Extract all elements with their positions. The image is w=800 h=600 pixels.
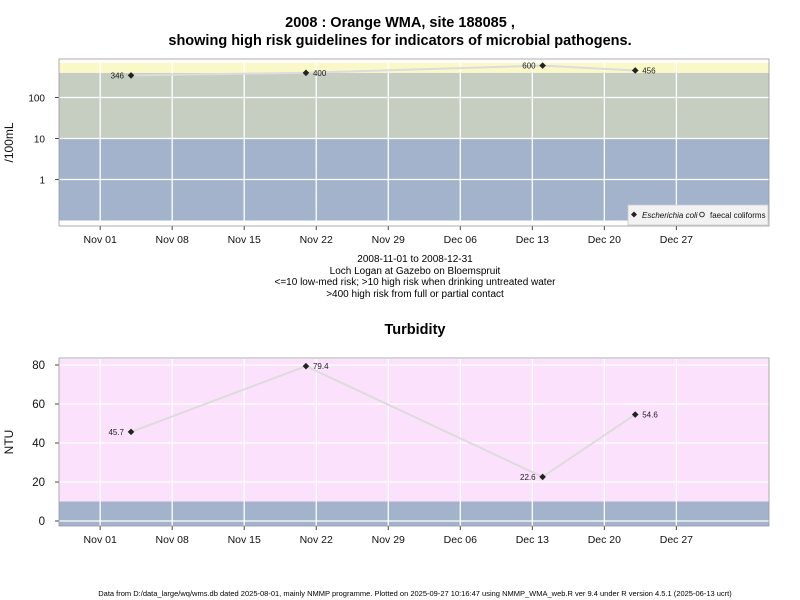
ecoli-data-point bbox=[127, 72, 135, 79]
chart-title-line-2: showing high risk guidelines for indicat… bbox=[168, 33, 632, 49]
turbidity-band-0 bbox=[59, 501, 769, 526]
date-range-label: 2008-11-01 to 2008-12-31 bbox=[357, 254, 473, 265]
drinking-guideline-note: <=10 low-med risk; >10 high risk when dr… bbox=[274, 277, 556, 288]
turbidity-x-tick-label: Dec 20 bbox=[588, 534, 621, 546]
chart-title-line-1: 2008 : Orange WMA, site 188085 , bbox=[285, 15, 515, 31]
turbidity-x-tick-label: Dec 27 bbox=[660, 534, 693, 546]
ecoli-x-tick-label: Dec 20 bbox=[588, 234, 621, 246]
turbidity-band-1 bbox=[59, 359, 769, 502]
turbidity-x-tick-label: Nov 01 bbox=[84, 534, 117, 546]
ecoli-y-tick-label: 100 bbox=[28, 94, 45, 105]
turbidity-data-point bbox=[302, 362, 310, 370]
ecoli-data-label: 456 bbox=[642, 66, 656, 75]
ecoli-x-tick-label: Nov 15 bbox=[228, 234, 261, 246]
turbidity-x-tick-label: Nov 15 bbox=[228, 534, 261, 546]
turbidity-data-label: 45.7 bbox=[108, 428, 124, 437]
turbidity-x-tick-label: Nov 08 bbox=[156, 534, 189, 546]
ecoli-x-tick-label: Nov 29 bbox=[372, 234, 405, 246]
footer-note: Data from D:/data_large/wq/wms.db dated … bbox=[98, 589, 732, 598]
ecoli-data-point bbox=[539, 62, 546, 69]
legend-circle-icon bbox=[699, 211, 705, 218]
turbidity-data-point bbox=[631, 411, 639, 418]
legend-label-ecoli: Escherichia coli bbox=[642, 211, 698, 220]
ecoli-series-line bbox=[130, 64, 636, 77]
turbidity-data-point bbox=[539, 473, 546, 481]
ecoli-band-1 bbox=[59, 72, 769, 139]
ecoli-x-tick-label: Nov 22 bbox=[300, 234, 333, 246]
legend-box bbox=[627, 204, 769, 226]
turbidity-y-axis-label: NTU bbox=[2, 430, 16, 455]
ecoli-data-point bbox=[631, 67, 639, 74]
turbidity-x-tick-label: Nov 29 bbox=[372, 534, 405, 546]
chart-subtitle: 2008-11-01 to 2008-12-31 Loch Logan at G… bbox=[0, 254, 800, 300]
turbidity-y-tick-label: 20 bbox=[32, 477, 45, 489]
legend-diamond-icon bbox=[631, 211, 637, 218]
ecoli-x-tick-label: Nov 01 bbox=[84, 234, 117, 246]
turbidity-data-label: 22.6 bbox=[520, 473, 536, 482]
turbidity-y-tick-label: 40 bbox=[32, 438, 45, 450]
ecoli-x-tick-label: Dec 27 bbox=[660, 234, 693, 246]
ecoli-x-tick-label: Dec 06 bbox=[444, 234, 477, 246]
turbidity-data-label: 54.6 bbox=[642, 411, 658, 420]
turbidity-y-tick-label: 80 bbox=[32, 360, 45, 372]
ecoli-y-tick-label: 1 bbox=[39, 176, 45, 187]
ecoli-y-axis-label: /100mL bbox=[2, 122, 16, 162]
turbidity-title: Turbidity bbox=[384, 322, 446, 338]
ecoli-band-2 bbox=[59, 62, 769, 73]
turbidity-series-line bbox=[130, 365, 636, 479]
ecoli-plot-frame bbox=[58, 58, 770, 227]
turbidity-data-point bbox=[127, 428, 135, 436]
ecoli-x-tick-label: Nov 08 bbox=[156, 234, 189, 246]
turbidity-data-label: 79.4 bbox=[313, 362, 329, 371]
turbidity-y-tick-label: 0 bbox=[39, 516, 45, 528]
ecoli-data-label: 346 bbox=[111, 71, 125, 80]
ecoli-y-tick-label: 10 bbox=[34, 135, 46, 146]
turbidity-x-tick-label: Dec 06 bbox=[444, 534, 477, 546]
ecoli-data-label: 400 bbox=[313, 69, 327, 78]
ecoli-data-label: 600 bbox=[522, 62, 536, 71]
turbidity-x-tick-label: Dec 13 bbox=[516, 534, 549, 546]
ecoli-x-tick-label: Dec 13 bbox=[516, 234, 549, 246]
ecoli-data-point bbox=[302, 69, 310, 77]
ecoli-chart: Nov 01 Nov 08 Nov 15 Nov 22 Nov 29 Dec 06 Dec … bbox=[2, 58, 770, 246]
legend-label-faecal: faecal coliforms bbox=[710, 211, 766, 220]
turbidity-x-tick-label: Nov 22 bbox=[300, 534, 333, 546]
turbidity-y-tick-label: 60 bbox=[32, 399, 45, 411]
contact-guideline-note: >400 high risk from full or partial cont… bbox=[326, 288, 504, 300]
turbidity-plot-frame bbox=[58, 357, 770, 527]
chart-title: 2008 : Orange WMA, site 188085 , showing… bbox=[0, 14, 800, 50]
site-label: Loch Logan at Gazebo on Bloemspruit bbox=[329, 265, 501, 277]
